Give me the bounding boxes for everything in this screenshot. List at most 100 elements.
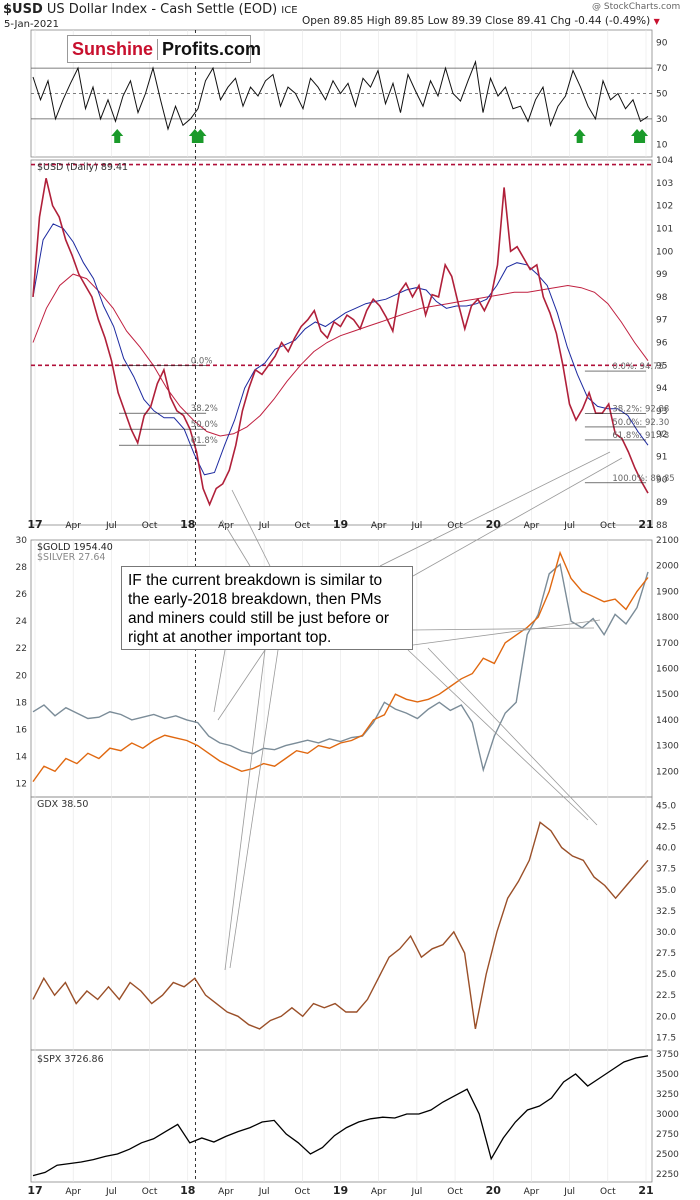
y-tick-label-right: 2100 [656, 536, 679, 546]
x-tick-label: Jul [410, 521, 422, 531]
y-tick-label: 35.0 [656, 886, 676, 896]
x-tick-label: 21 [638, 518, 653, 531]
y-tick-label: 99 [656, 270, 668, 280]
exchange-name: ICE [281, 5, 298, 16]
callout-pointer-line [412, 457, 623, 577]
y-tick-label-left: 28 [16, 563, 28, 573]
y-tick-label: 89 [656, 498, 668, 508]
x-tick-label: Oct [295, 521, 311, 531]
instrument-name: US Dollar Index - Cash Settle (EOD) [46, 2, 278, 17]
y-tick-label-left: 26 [16, 590, 28, 600]
panel-frames [30, 29, 653, 1183]
fib-label: 61.8% [191, 436, 218, 446]
y-tick-label: 93 [656, 407, 667, 417]
x-tick-label: Jul [105, 1187, 117, 1197]
watermark: @ StockCharts.com [592, 2, 681, 12]
y-tick-label-right: 1300 [656, 742, 679, 752]
green-up-arrow-icon [636, 129, 649, 143]
fib-label: 100.0%: 89.85 [612, 474, 674, 484]
y-tick-label: 2250 [656, 1170, 679, 1180]
panel-frame [30, 159, 653, 526]
x-tick-label: Oct [142, 521, 158, 531]
y-tick-label-right: 1900 [656, 587, 679, 597]
callout-pointers [213, 451, 623, 971]
green-up-arrow-icon [194, 129, 207, 143]
x-tick-label: Jul [563, 1187, 575, 1197]
y-tick-label: 30 [656, 115, 668, 125]
fib-label: 50.0%: 92.30 [612, 418, 669, 428]
silver-legend: $SILVER 27.64 [37, 552, 105, 563]
y-tick-label-right: 1400 [656, 716, 679, 726]
y-tick-label: 25.0 [656, 970, 676, 980]
panel-frame [30, 1049, 653, 1183]
y-tick-label-left: 16 [16, 725, 28, 735]
y-tick-label: 96 [656, 339, 668, 349]
y-tick-label-right: 1800 [656, 613, 679, 623]
fib-label: 0.0%: 94.75 [612, 362, 664, 372]
y-tick-label: 40.0 [656, 844, 676, 854]
x-tick-label: Apr [218, 1187, 234, 1197]
series-legend: GDX 38.50 [37, 799, 88, 810]
x-tick-label: 21 [638, 1184, 653, 1197]
silver-line [32, 562, 649, 773]
x-tick-label: Oct [600, 1187, 616, 1197]
y-tick-label: 90 [656, 475, 668, 485]
y-tick-label: 100 [656, 247, 673, 257]
ticker-symbol: $USD [3, 2, 43, 17]
y-tick-label-right: 1200 [656, 767, 679, 777]
series-lines [32, 59, 649, 1177]
fib-label: 50.0% [191, 420, 218, 430]
y-tick-label: 2750 [656, 1130, 679, 1140]
callout-pointer-line [221, 519, 251, 567]
callout-pointer-line [412, 627, 595, 631]
logo-part-2: Profits.com [162, 38, 262, 59]
gold-legend: $GOLD 1954.40 [37, 542, 113, 553]
y-tick-label-right: 2000 [656, 562, 679, 572]
y-tick-label: 70 [656, 64, 668, 74]
rsi-line [32, 59, 649, 131]
logo-part-1: Sunshine [68, 38, 159, 60]
callout-pointer-line [231, 489, 271, 567]
y-tick-label: 101 [656, 224, 673, 234]
y-tick-label: 102 [656, 202, 673, 212]
y-tick-label: 45.0 [656, 801, 676, 811]
ohlc-values: Open 89.85 High 89.85 Low 89.39 Close 89… [302, 15, 651, 27]
x-tick-label: 17 [27, 1184, 42, 1197]
green-up-arrow-icon [573, 129, 586, 143]
x-tick-label: 17 [27, 518, 42, 531]
quote-line: Open 89.85 High 89.85 Low 89.39 Close 89… [302, 15, 660, 27]
y-tick-label: 22.5 [656, 991, 676, 1001]
y-tick-label: 88 [656, 521, 668, 531]
y-tick-label: 91 [656, 453, 667, 463]
x-tick-label: Jul [258, 1187, 270, 1197]
x-tick-label: Apr [65, 521, 81, 531]
x-tick-label: Apr [65, 1187, 81, 1197]
y-tick-label: 2500 [656, 1150, 679, 1160]
y-tick-label: 17.5 [656, 1033, 676, 1043]
usd-price-line [32, 178, 649, 507]
y-tick-label: 10 [656, 140, 668, 150]
x-tick-label: Jul [410, 1187, 422, 1197]
callout-pointer-line [217, 649, 266, 721]
x-tick-label: Apr [371, 1187, 387, 1197]
x-tick-label: Jul [258, 521, 270, 531]
x-tick-label: Apr [524, 1187, 540, 1197]
y-tick-label: 94 [656, 384, 668, 394]
y-tick-label-left: 18 [16, 698, 28, 708]
y-tick-label-left: 22 [16, 644, 27, 654]
y-tick-label: 50 [656, 90, 668, 100]
y-tick-label: 3750 [656, 1050, 679, 1060]
y-tick-label-left: 12 [16, 779, 27, 789]
fib-label: 0.0% [191, 356, 213, 366]
chart-header: $USD US Dollar Index - Cash Settle (EOD)… [3, 2, 298, 17]
series-legend: $USD (Daily) 89.41 [37, 162, 128, 173]
y-tick-label-right: 1600 [656, 665, 679, 675]
x-tick-label: 18 [180, 518, 195, 531]
callout-pointer-line [427, 647, 598, 826]
y-tick-label-left: 14 [16, 752, 28, 762]
x-tick-label: 19 [333, 1184, 348, 1197]
y-tick-label-left: 30 [16, 536, 28, 546]
y-tick-label: 97 [656, 316, 667, 326]
callout-box: IF the current breakdown is similar to t… [121, 566, 413, 650]
